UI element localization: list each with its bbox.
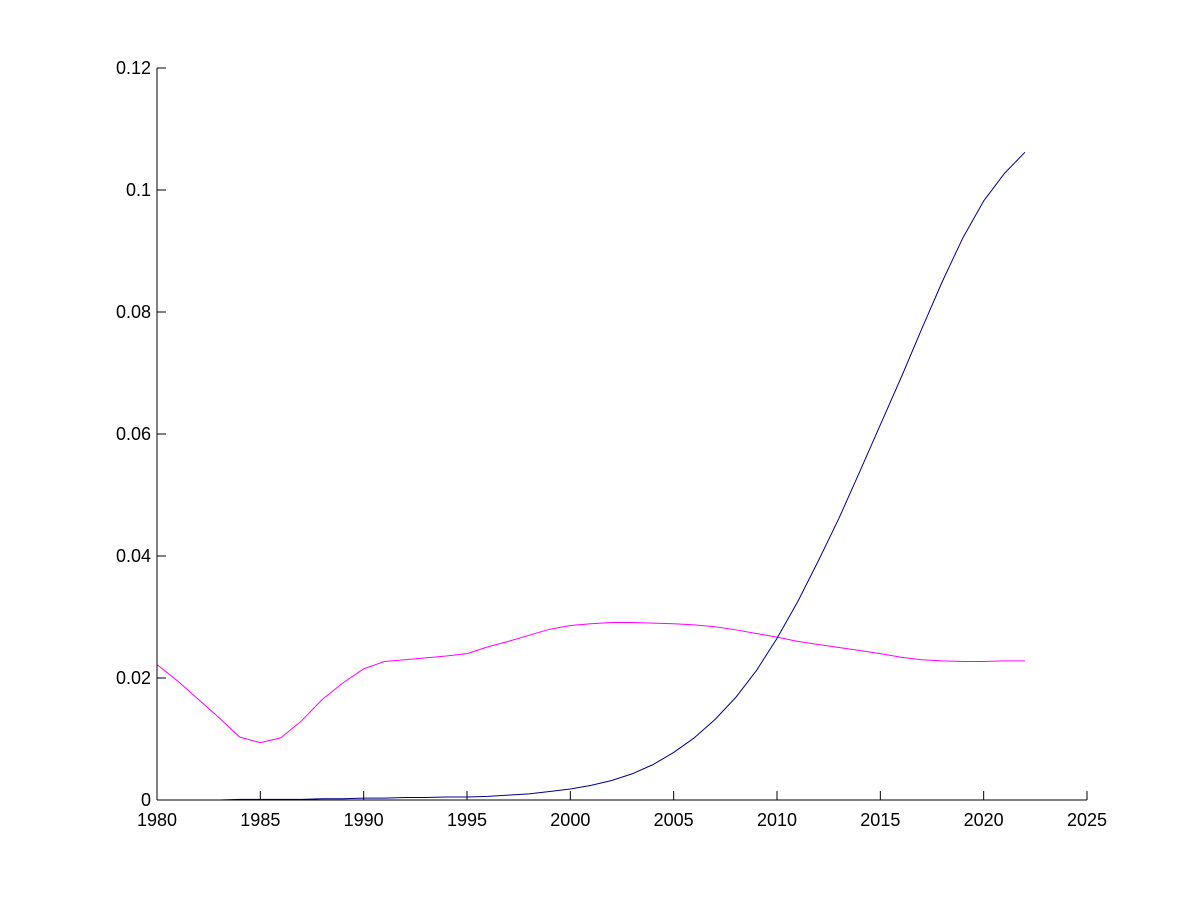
axes-layer (156, 68, 1087, 801)
y-tick-label: 0.02 (116, 668, 151, 688)
series-line-1 (156, 621, 1025, 744)
y-tick-label: 0.08 (116, 302, 151, 322)
series-layer (156, 151, 1026, 801)
x-tick-label: 2000 (550, 810, 590, 830)
ticks-layer: 1980 1985 1990 1995 2000 2005 2010 2015 2020 2025… (116, 58, 1107, 830)
x-tick-label: 2025 (1067, 810, 1107, 830)
series-line-2 (157, 151, 1026, 801)
y-tick-label: 0.1 (126, 180, 151, 200)
x-tick-label: 2015 (860, 810, 900, 830)
x-tick-label: 1980 (137, 810, 177, 830)
y-tick-label: 0.06 (116, 424, 151, 444)
y-tick-label: 0.04 (116, 546, 151, 566)
x-tick-label: 2020 (964, 810, 1004, 830)
x-tick-label: 1990 (344, 810, 384, 830)
x-tick-label: 2005 (654, 810, 694, 830)
x-tick-label: 1995 (447, 810, 487, 830)
x-tick-label: 1985 (240, 810, 280, 830)
y-tick-label: 0.12 (116, 58, 151, 78)
y-tick-label: 0 (141, 790, 151, 810)
x-tick-label: 2010 (757, 810, 797, 830)
